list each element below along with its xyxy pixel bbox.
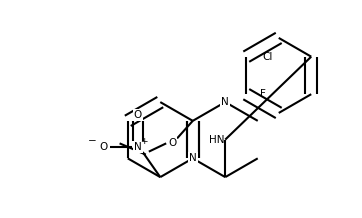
Text: O: O — [168, 138, 176, 148]
Text: N: N — [222, 97, 229, 107]
Text: N: N — [134, 142, 142, 152]
Text: O: O — [134, 110, 142, 120]
Text: −: − — [88, 136, 97, 146]
Text: N: N — [189, 153, 197, 163]
Text: F: F — [260, 89, 266, 99]
Text: O: O — [100, 142, 108, 152]
Text: +: + — [140, 137, 147, 146]
Text: Cl: Cl — [262, 52, 273, 62]
Text: HN: HN — [209, 135, 224, 145]
